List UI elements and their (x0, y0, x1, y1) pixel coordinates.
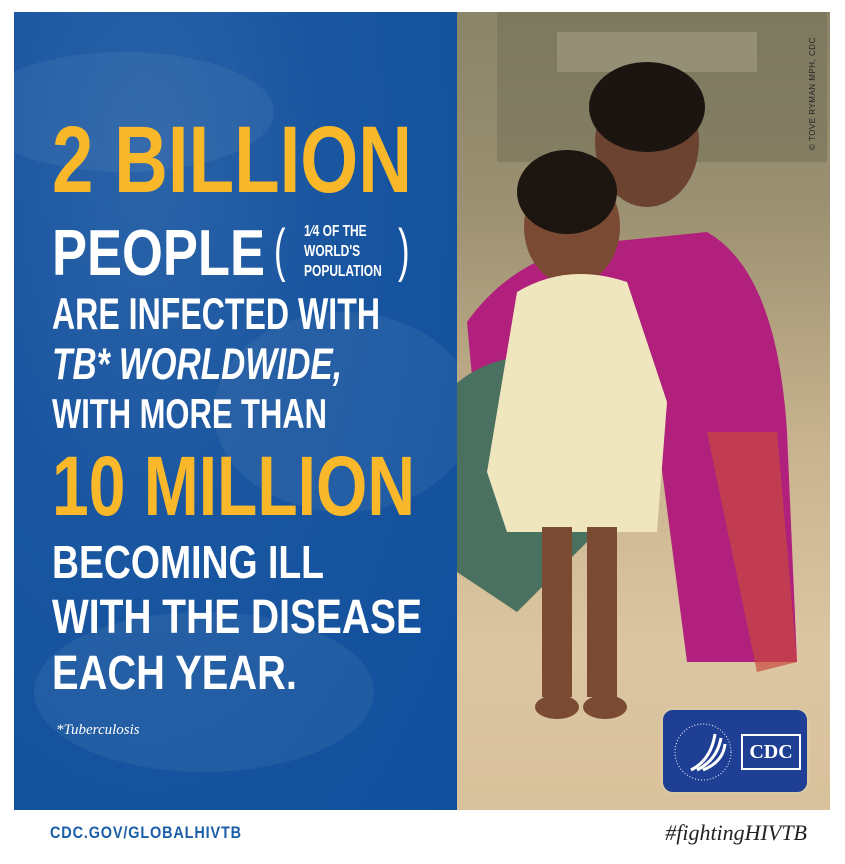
paren-line: POPULATION (304, 263, 382, 280)
photo-mother-and-child (457, 12, 830, 810)
close-paren: ) (398, 218, 410, 283)
headline-line5: WITH MORE THAN (52, 390, 327, 437)
headline-line7: BECOMING ILL (52, 536, 324, 588)
headline-10-million: 10 MILLION (52, 439, 415, 533)
headline-line4: TB* WORLDWIDE, (52, 340, 342, 389)
cdc-logo: CDC (661, 708, 809, 794)
headline-2-billion: 2 BILLION (52, 107, 412, 213)
hashtag: #fightingHIVTB (665, 820, 807, 845)
text-panel (14, 12, 457, 810)
headline-line3: ARE INFECTED WITH (52, 290, 380, 339)
people-row: PEOPLE ( 1⁄4 OF THE WORLD'S POPULATION ) (52, 215, 442, 290)
photo-credit: © TOVE RYMAN MPH, CDC (808, 37, 817, 150)
footnote: *Tuberculosis (56, 722, 140, 738)
paren-line: WORLD'S (304, 243, 361, 260)
headline-line9: EACH YEAR. (52, 646, 297, 700)
headline-people: PEOPLE (52, 216, 265, 289)
open-paren: ( (274, 218, 286, 283)
headline: 2 BILLION PEOPLE ( 1⁄4 OF THE WORLD'S PO… (52, 106, 442, 701)
hhs-eagle-icon (674, 723, 732, 781)
headline-line8: WITH THE DISEASE (52, 590, 422, 644)
cdc-website-link[interactable]: CDC.GOV/GLOBALHIVTB (50, 823, 242, 842)
cdc-wordmark: CDC (741, 734, 801, 770)
paren-line: 1⁄4 OF THE (304, 223, 367, 240)
population-parenthetical: ( 1⁄4 OF THE WORLD'S POPULATION ) (274, 218, 424, 287)
